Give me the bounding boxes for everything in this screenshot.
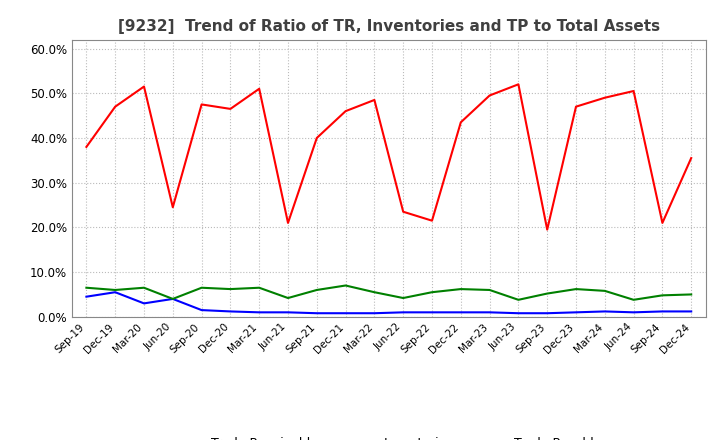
Trade Payables	[687, 292, 696, 297]
Trade Receivables	[312, 136, 321, 141]
Trade Payables	[370, 290, 379, 295]
Trade Receivables	[543, 227, 552, 232]
Trade Receivables	[428, 218, 436, 224]
Inventories	[658, 309, 667, 314]
Trade Receivables	[284, 220, 292, 226]
Line: Inventories: Inventories	[86, 292, 691, 313]
Trade Receivables	[168, 205, 177, 210]
Inventories	[543, 311, 552, 316]
Trade Payables	[82, 285, 91, 290]
Inventories	[456, 310, 465, 315]
Inventories	[687, 309, 696, 314]
Trade Receivables	[629, 88, 638, 94]
Trade Receivables	[226, 106, 235, 111]
Inventories	[197, 308, 206, 313]
Trade Receivables	[572, 104, 580, 109]
Trade Receivables	[600, 95, 609, 100]
Trade Payables	[572, 286, 580, 292]
Line: Trade Payables: Trade Payables	[86, 286, 691, 300]
Trade Payables	[341, 283, 350, 288]
Trade Receivables	[485, 93, 494, 98]
Trade Receivables	[658, 220, 667, 226]
Inventories	[428, 310, 436, 315]
Trade Receivables	[399, 209, 408, 214]
Trade Payables	[629, 297, 638, 302]
Inventories	[168, 296, 177, 301]
Trade Payables	[140, 285, 148, 290]
Trade Payables	[485, 287, 494, 293]
Trade Payables	[428, 290, 436, 295]
Trade Receivables	[341, 109, 350, 114]
Trade Payables	[600, 288, 609, 293]
Trade Receivables	[197, 102, 206, 107]
Trade Receivables	[255, 86, 264, 92]
Trade Payables	[514, 297, 523, 302]
Trade Receivables	[140, 84, 148, 89]
Trade Receivables	[514, 82, 523, 87]
Inventories	[226, 309, 235, 314]
Trade Payables	[226, 286, 235, 292]
Inventories	[312, 311, 321, 316]
Trade Receivables	[687, 155, 696, 161]
Trade Payables	[255, 285, 264, 290]
Line: Trade Receivables: Trade Receivables	[86, 84, 691, 230]
Trade Payables	[284, 295, 292, 301]
Inventories	[600, 309, 609, 314]
Title: [9232]  Trend of Ratio of TR, Inventories and TP to Total Assets: [9232] Trend of Ratio of TR, Inventories…	[118, 19, 660, 34]
Inventories	[140, 301, 148, 306]
Trade Payables	[658, 293, 667, 298]
Inventories	[82, 294, 91, 299]
Trade Receivables	[111, 104, 120, 109]
Trade Payables	[399, 295, 408, 301]
Trade Payables	[197, 285, 206, 290]
Inventories	[255, 310, 264, 315]
Trade Receivables	[370, 97, 379, 103]
Trade Receivables	[456, 120, 465, 125]
Trade Payables	[168, 296, 177, 301]
Inventories	[514, 311, 523, 316]
Legend: Trade Receivables, Inventories, Trade Payables: Trade Receivables, Inventories, Trade Pa…	[164, 432, 613, 440]
Inventories	[485, 310, 494, 315]
Inventories	[370, 311, 379, 316]
Inventories	[284, 310, 292, 315]
Inventories	[399, 310, 408, 315]
Inventories	[572, 310, 580, 315]
Trade Payables	[456, 286, 465, 292]
Trade Payables	[111, 287, 120, 293]
Trade Receivables	[82, 144, 91, 150]
Inventories	[629, 310, 638, 315]
Inventories	[341, 311, 350, 316]
Trade Payables	[312, 287, 321, 293]
Inventories	[111, 290, 120, 295]
Trade Payables	[543, 291, 552, 296]
